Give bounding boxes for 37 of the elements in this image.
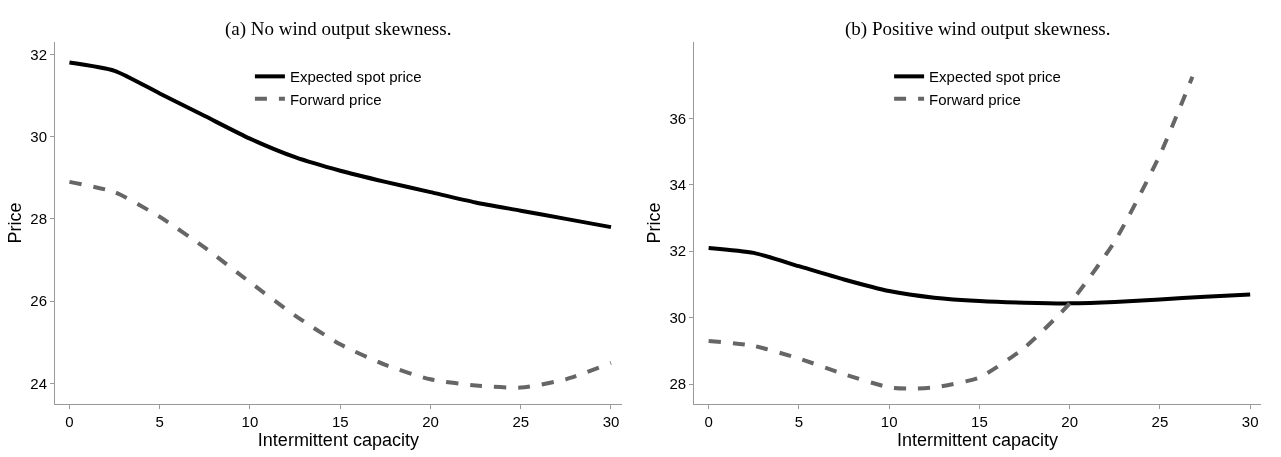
line-series [67, 179, 613, 390]
x-tick-label: 10 [880, 413, 898, 430]
x-tick-label: 25 [1151, 413, 1169, 430]
x-tick-label: 20 [422, 413, 439, 430]
y-tick-label: 30 [30, 127, 47, 145]
y-tick-label: 26 [30, 292, 47, 310]
x-tick-label: 30 [1241, 413, 1259, 430]
y-tick-label: 34 [669, 176, 687, 194]
x-tick-label: 30 [602, 413, 620, 430]
x-tick-label: 0 [704, 413, 713, 430]
x-tick-label: 5 [155, 413, 164, 430]
line-series [706, 245, 1253, 306]
y-tick-label: 28 [669, 375, 687, 393]
legend-label: Expected spot price [929, 68, 1061, 86]
x-tick-label: 25 [512, 413, 530, 430]
y-tick-label: 24 [30, 374, 47, 392]
chart-title: (a) No wind output skewness. [225, 18, 452, 40]
line-series [67, 60, 613, 230]
y-tick-label: 32 [669, 242, 687, 260]
y-axis-title: Price [4, 202, 25, 244]
y-tick-label: 30 [669, 308, 687, 326]
x-tick-label: 20 [1061, 413, 1078, 430]
legend-label: Expected spot price [289, 68, 422, 86]
x-tick-label: 10 [241, 413, 259, 430]
x-tick-label: 15 [971, 413, 988, 430]
y-tick-label: 32 [30, 45, 47, 63]
x-axis-title: Intermittent capacity [897, 430, 1059, 450]
y-tick-label: 28 [30, 210, 47, 228]
x-tick-label: 5 [794, 413, 804, 430]
y-tick-label: 36 [669, 109, 687, 127]
y-axis-title: Price [643, 202, 664, 244]
chart-title: (b) Positive wind output skewness. [845, 18, 1111, 40]
x-tick-label: 15 [331, 413, 349, 430]
legend-label: Forward price [289, 90, 382, 108]
x-tick-label: 0 [65, 413, 74, 430]
legend-label: Forward price [929, 90, 1021, 108]
x-axis-title: Intermittent capacity [257, 430, 419, 450]
